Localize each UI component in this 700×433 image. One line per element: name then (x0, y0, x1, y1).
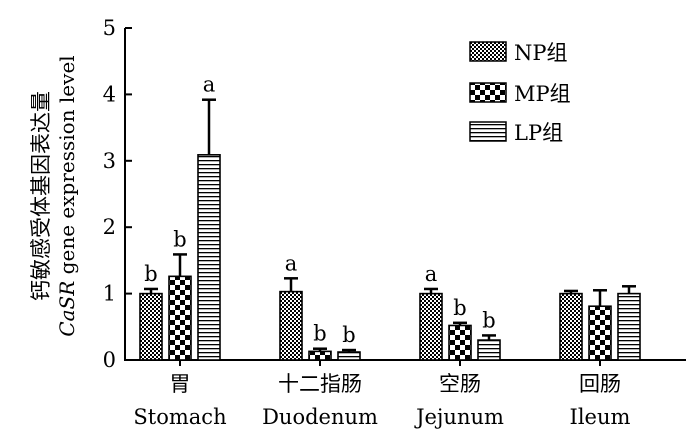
bar (308, 350, 332, 361)
category-label-en: Ileum (570, 405, 631, 429)
bar (617, 292, 641, 361)
category-label-cn: 胃 (170, 372, 191, 396)
significance-letter: b (482, 308, 495, 332)
bar (279, 290, 303, 361)
bar (588, 305, 612, 361)
bar (559, 292, 583, 361)
category-label-en: Stomach (133, 405, 226, 429)
category-label-en: Duodenum (262, 405, 378, 429)
significance-letter: a (203, 73, 216, 97)
category-label-cn: 十二指肠 (278, 372, 362, 396)
legend-swatch-lp (469, 121, 507, 142)
error-bars (144, 98, 636, 353)
bar (419, 292, 443, 361)
y-axis-title-en: CaSR gene expression level (55, 55, 79, 336)
legend-label-np: NP组 (514, 41, 568, 65)
significance-letter: b (144, 262, 157, 286)
legend-swatch-mp (469, 82, 507, 103)
bar (168, 275, 192, 361)
y-tick-label: 1 (103, 282, 116, 306)
bar (448, 324, 472, 361)
y-tick-label: 4 (103, 82, 116, 106)
significance-letter: a (425, 262, 438, 286)
significance-letter: b (453, 296, 466, 320)
y-tick-label: 5 (103, 16, 116, 40)
bar (197, 154, 221, 361)
category-label-cn: 空肠 (439, 372, 481, 396)
legend-label-mp: MP组 (514, 82, 571, 106)
y-axis-title-en-italic: CaSR (55, 281, 79, 337)
significance-letter: b (173, 227, 186, 251)
y-tick-label: 3 (103, 149, 116, 173)
y-axis: 0 1 2 3 4 5 (103, 16, 132, 372)
significance-letter: b (313, 322, 326, 346)
bar-series (139, 154, 641, 361)
category-label-en: Jejunum (414, 405, 504, 429)
legend-swatch-np (469, 41, 507, 62)
x-axis (124, 359, 686, 366)
bar (477, 339, 501, 361)
y-axis-title-cn: 钙敏感受体基因表达量 (29, 91, 53, 301)
bar (337, 351, 361, 361)
bar (139, 292, 163, 361)
legend-label-lp: LP组 (514, 121, 563, 145)
category-label-cn: 回肠 (579, 372, 621, 396)
category-labels: 胃 Stomach 十二指肠 Duodenum 空肠 Jejunum 回肠 Ileum (133, 372, 630, 429)
y-tick-label: 2 (103, 215, 116, 239)
significance-letter: a (285, 251, 298, 275)
legend: NP组 MP组 LP组 (469, 41, 571, 145)
y-tick-label: 0 (103, 348, 116, 372)
significance-letter: b (342, 323, 355, 347)
y-axis-title: 钙敏感受体基因表达量 CaSR gene expression level (29, 55, 79, 336)
y-axis-title-en-rest: gene expression level (55, 55, 79, 280)
